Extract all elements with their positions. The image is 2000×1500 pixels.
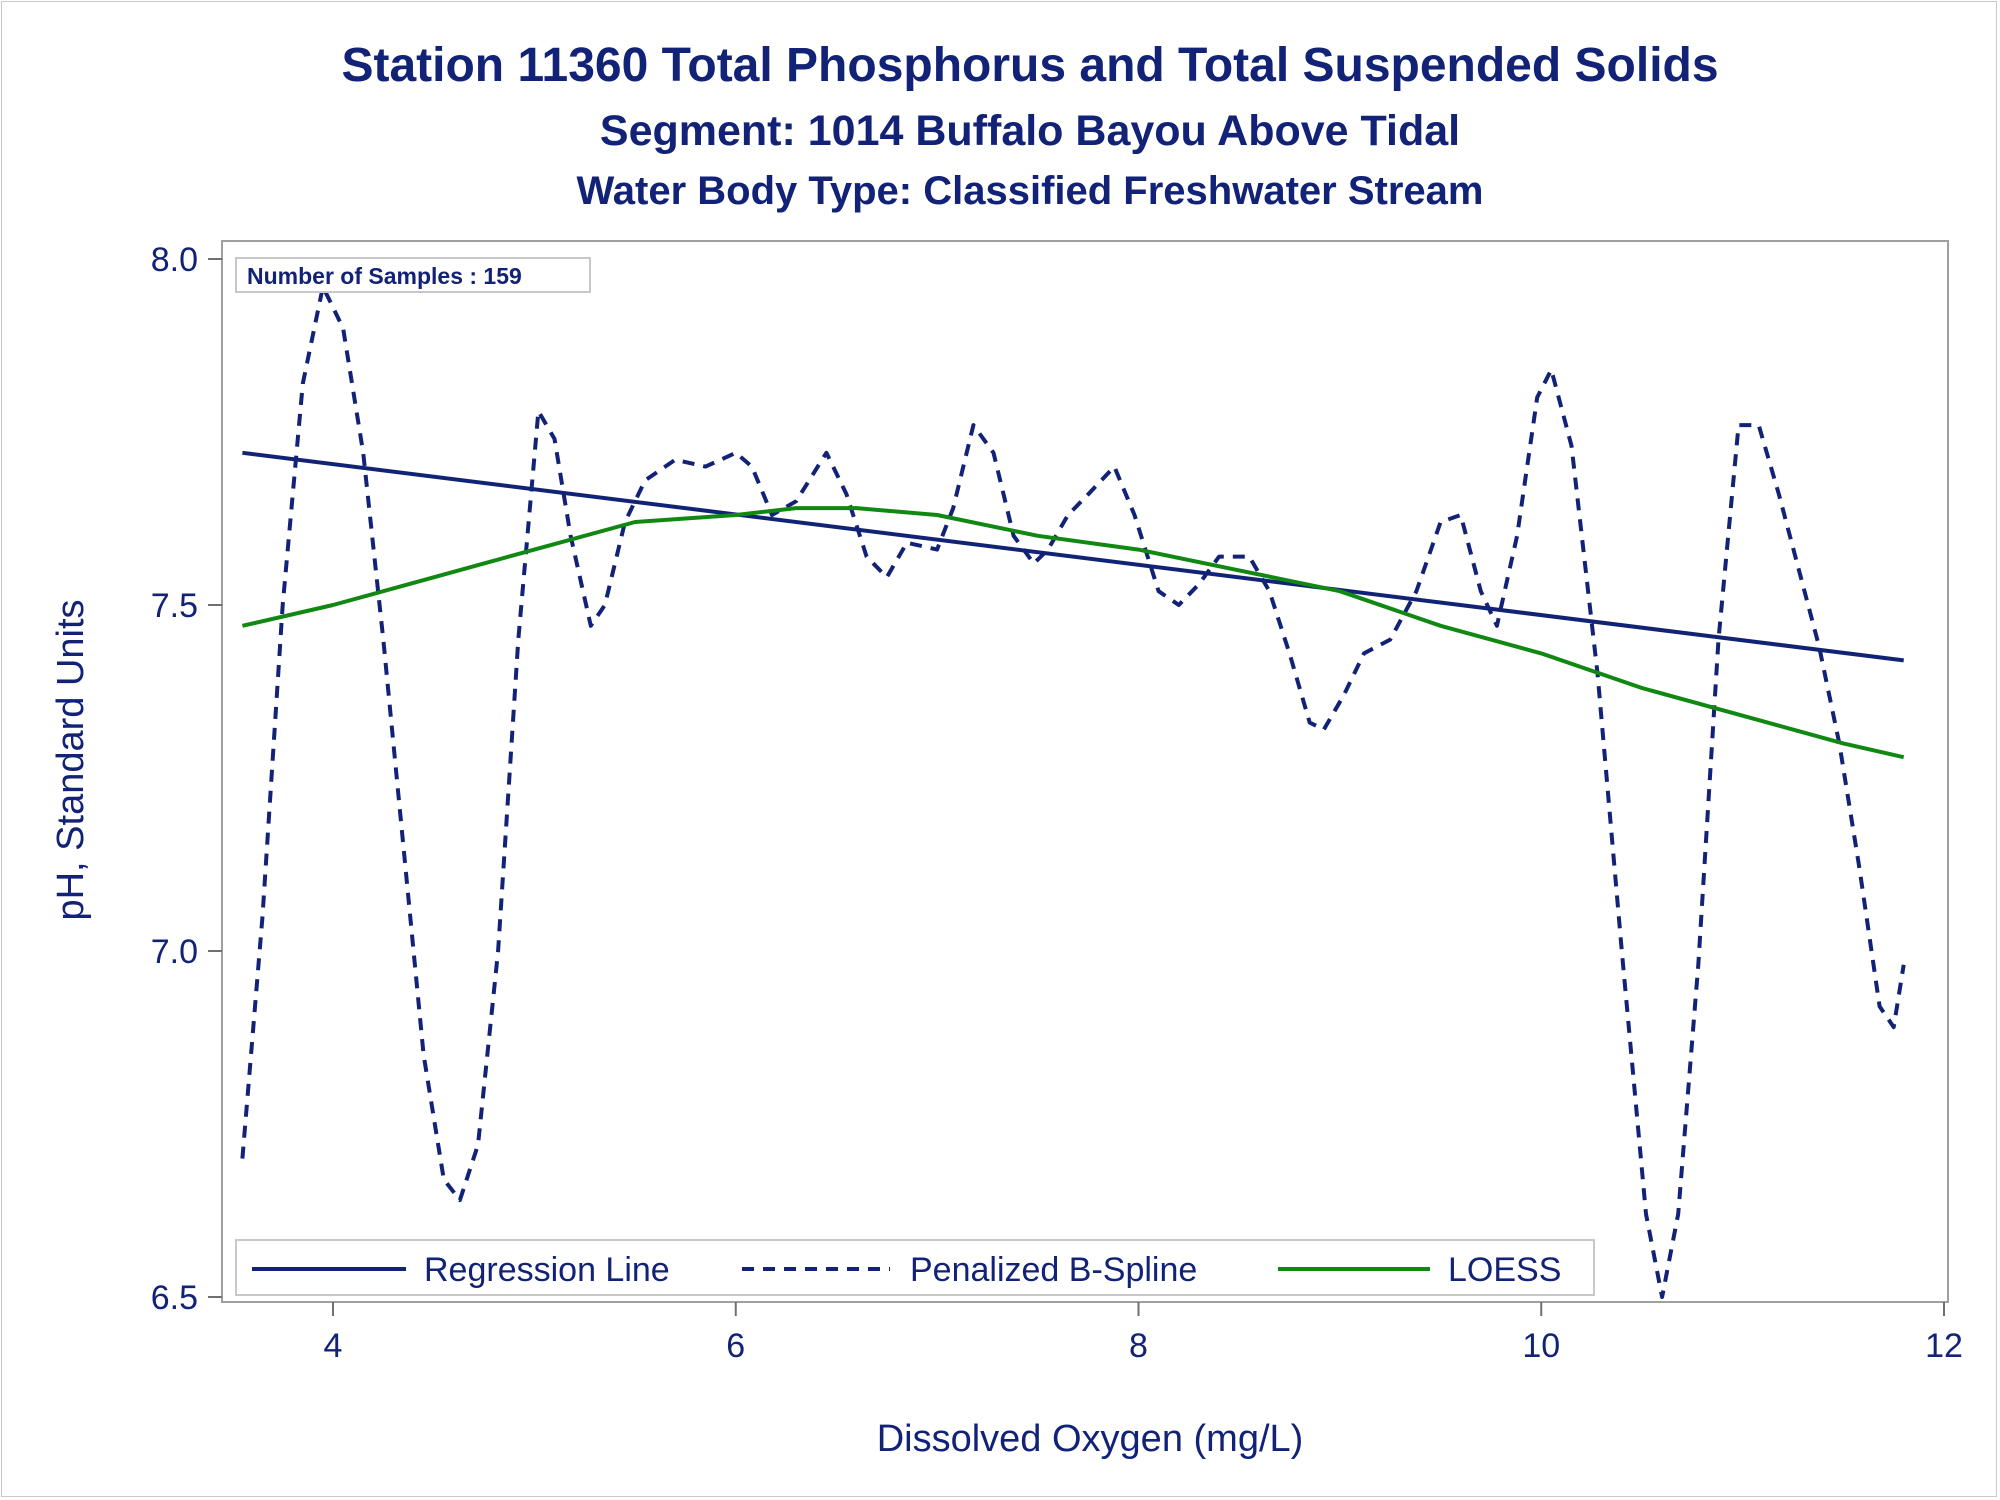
legend-label-regression: Regression Line bbox=[424, 1251, 670, 1289]
x-tick-label: 12 bbox=[1925, 1327, 1963, 1365]
chart-subtitle: Segment: 1014 Buffalo Bayou Above Tidal bbox=[599, 107, 1461, 155]
series-layer bbox=[240, 284, 1906, 1299]
loess-line bbox=[241, 506, 1905, 760]
x-tick-label: 4 bbox=[324, 1327, 343, 1365]
chart-title: Station 11360 Total Phosphorus and Total… bbox=[341, 39, 1719, 92]
y-tick-label: 8.0 bbox=[151, 241, 198, 279]
legend-label-loess: LOESS bbox=[1448, 1251, 1561, 1289]
penalized-bspline-line bbox=[240, 284, 1906, 1299]
y-axis-label: pH, Standard Units bbox=[50, 599, 92, 920]
legend: Regression Line Penalized B-Spline LOESS bbox=[235, 1239, 1595, 1296]
x-tick-label: 6 bbox=[726, 1327, 745, 1365]
annotation-box bbox=[235, 257, 591, 293]
legend-label-spline: Penalized B-Spline bbox=[910, 1251, 1197, 1289]
plot-area-border bbox=[221, 240, 1949, 1303]
chart-subtitle-2: Water Body Type: Classified Freshwater S… bbox=[576, 169, 1484, 213]
annotation-text: Number of Samples : 159 bbox=[247, 263, 522, 289]
axes: 4 6 8 10 12 6.5 7.0 7.5 8.0 bbox=[151, 241, 1963, 1365]
y-tick-label: 6.5 bbox=[151, 1279, 198, 1317]
sample-count-annotation: Number of Samples : 159 bbox=[235, 257, 591, 293]
y-tick-label: 7.0 bbox=[151, 933, 198, 971]
y-tick-label: 7.5 bbox=[151, 587, 198, 625]
regression-line bbox=[242, 450, 1904, 663]
x-axis-label: Dissolved Oxygen (mg/L) bbox=[877, 1418, 1304, 1460]
x-tick-label: 10 bbox=[1522, 1327, 1560, 1365]
x-tick-label: 8 bbox=[1129, 1327, 1148, 1365]
